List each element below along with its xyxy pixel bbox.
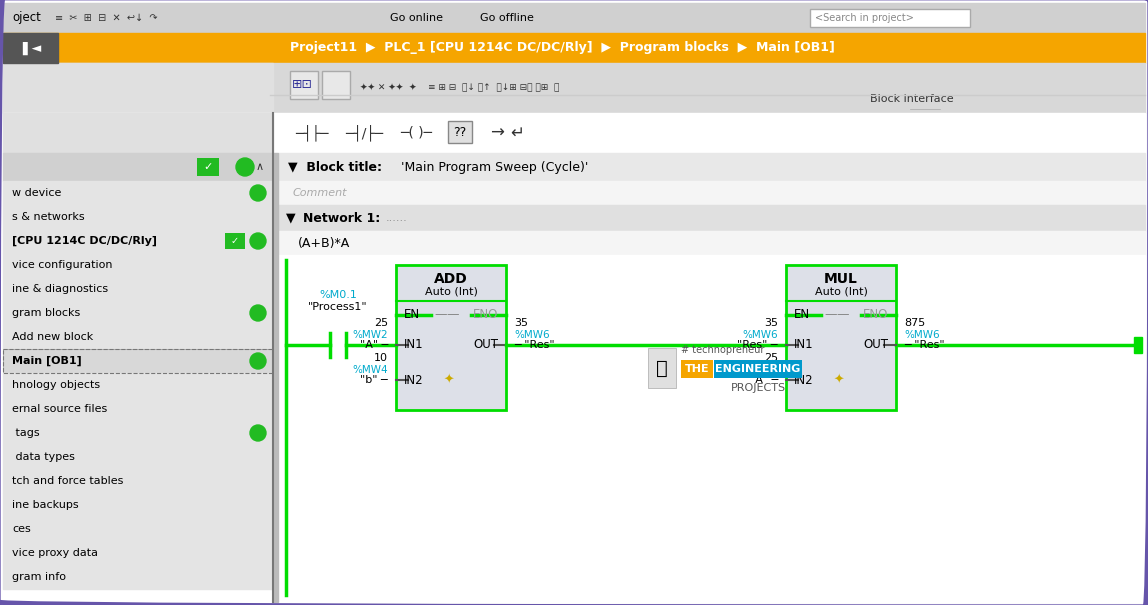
Bar (3, 113, 273, 153)
Bar (278, 231, 1145, 255)
Text: PROJECTS: PROJECTS (730, 383, 785, 393)
Text: Comment: Comment (293, 188, 348, 198)
Text: 'Main Program Sweep (Cycle)': 'Main Program Sweep (Cycle)' (393, 160, 589, 174)
Bar (3, 153, 273, 181)
Text: data types: data types (11, 452, 75, 462)
Text: EN: EN (794, 309, 810, 321)
Text: Go offline: Go offline (480, 13, 534, 23)
Text: IN1: IN1 (794, 339, 814, 352)
Text: %MW6: %MW6 (743, 330, 778, 340)
Bar (278, 63, 1145, 602)
Text: hnology objects: hnology objects (11, 380, 100, 390)
Text: IN1: IN1 (404, 339, 424, 352)
Text: ─┤├─: ─┤├─ (295, 125, 328, 142)
Text: OUT: OUT (473, 339, 498, 352)
Text: ces: ces (11, 524, 31, 534)
Bar (3, 469, 273, 493)
Circle shape (250, 233, 266, 249)
Text: ≡  ✂  ⊞  ⊟  ✕  ↩↓  ↷: ≡ ✂ ⊞ ⊟ ✕ ↩↓ ↷ (55, 13, 157, 23)
Bar (3, 33, 1145, 63)
Circle shape (250, 185, 266, 201)
Text: Auto (Int): Auto (Int) (425, 287, 478, 297)
Bar (396, 265, 506, 410)
Bar (3, 277, 273, 301)
Text: ENO: ENO (473, 309, 498, 321)
Text: ADD: ADD (434, 272, 468, 286)
Text: —: — (836, 309, 848, 321)
Bar (3, 565, 273, 589)
Bar (3, 3, 1145, 33)
Text: w device: w device (11, 188, 61, 198)
Bar (448, 121, 472, 143)
Bar (3, 493, 273, 517)
Bar (3, 301, 273, 325)
Text: →: → (490, 124, 504, 142)
Bar (681, 360, 713, 378)
Circle shape (250, 305, 266, 321)
Text: ine backups: ine backups (11, 500, 78, 510)
Bar (197, 158, 219, 176)
Text: %MW2: %MW2 (743, 365, 778, 375)
Bar (3, 421, 273, 445)
Text: ✦✦ ✕ ✦✦  ✦    ≡ ⊞ ⊟  ⬛↓ ⬛↑  ⬛↓⊞ ⊟⬛ ⬛⊞  ⬛: ✦✦ ✕ ✦✦ ✦ ≡ ⊞ ⊟ ⬛↓ ⬛↑ ⬛↓⊞ ⊟⬛ ⬛⊞ ⬛ (360, 83, 559, 93)
Bar (3, 325, 273, 349)
Bar (1134, 337, 1142, 353)
Circle shape (250, 353, 266, 369)
Text: vice proxy data: vice proxy data (11, 548, 98, 558)
Bar (714, 360, 802, 378)
Text: ine & diagnostics: ine & diagnostics (11, 284, 108, 294)
Text: ⊞⊡: ⊞⊡ (292, 79, 313, 91)
Text: vice configuration: vice configuration (11, 260, 113, 270)
Bar (321, 71, 350, 99)
Text: 25: 25 (374, 318, 388, 328)
Bar (3, 445, 273, 469)
Text: ??: ?? (453, 126, 466, 140)
Text: tags: tags (11, 428, 40, 438)
Text: ─( )─: ─( )─ (400, 126, 432, 140)
Text: IN2: IN2 (794, 373, 814, 387)
Text: —: — (824, 309, 837, 321)
Bar (3, 373, 273, 397)
Text: %MW4: %MW4 (352, 365, 388, 375)
Bar (3, 181, 273, 205)
Text: ✓: ✓ (203, 162, 212, 172)
Circle shape (236, 158, 254, 176)
Bar (3, 517, 273, 541)
Text: (A+B)*A: (A+B)*A (298, 237, 350, 249)
Bar (3, 63, 1145, 113)
Text: ✦: ✦ (444, 373, 455, 387)
Bar (278, 255, 1145, 602)
Text: Project11  ▶  PLC_1 [CPU 1214C DC/DC/Rly]  ▶  Program blocks  ▶  Main [OB1]: Project11 ▶ PLC_1 [CPU 1214C DC/DC/Rly] … (290, 42, 835, 54)
Text: oject: oject (11, 11, 41, 24)
Text: 🤖: 🤖 (657, 359, 668, 378)
Text: %MW6: %MW6 (903, 330, 939, 340)
Text: "A" ─: "A" ─ (750, 375, 778, 385)
Text: THE: THE (684, 364, 709, 374)
Text: s & networks: s & networks (11, 212, 85, 222)
Bar (3, 205, 273, 229)
Text: Network 1:: Network 1: (303, 212, 380, 224)
Text: ......: ...... (386, 213, 408, 223)
Text: Block interface: Block interface (870, 94, 954, 104)
Circle shape (250, 425, 266, 441)
Bar (290, 71, 318, 99)
Text: ▼  Block title:: ▼ Block title: (288, 160, 382, 174)
Bar (786, 265, 895, 410)
Text: "Res" ─: "Res" ─ (737, 340, 778, 350)
Bar (278, 153, 1145, 181)
Text: 875: 875 (903, 318, 925, 328)
Bar (225, 233, 245, 249)
Text: "Process1": "Process1" (308, 302, 367, 312)
Text: <Search in project>: <Search in project> (815, 13, 914, 23)
Bar (3, 63, 273, 113)
Text: gram blocks: gram blocks (11, 308, 80, 318)
Bar (810, 9, 970, 27)
Text: "b" ─: "b" ─ (360, 375, 388, 385)
Bar (3, 541, 273, 565)
Bar (273, 153, 278, 602)
Bar (3, 33, 59, 63)
Bar (3, 349, 273, 373)
Text: OUT: OUT (863, 339, 889, 352)
Bar (3, 397, 273, 421)
